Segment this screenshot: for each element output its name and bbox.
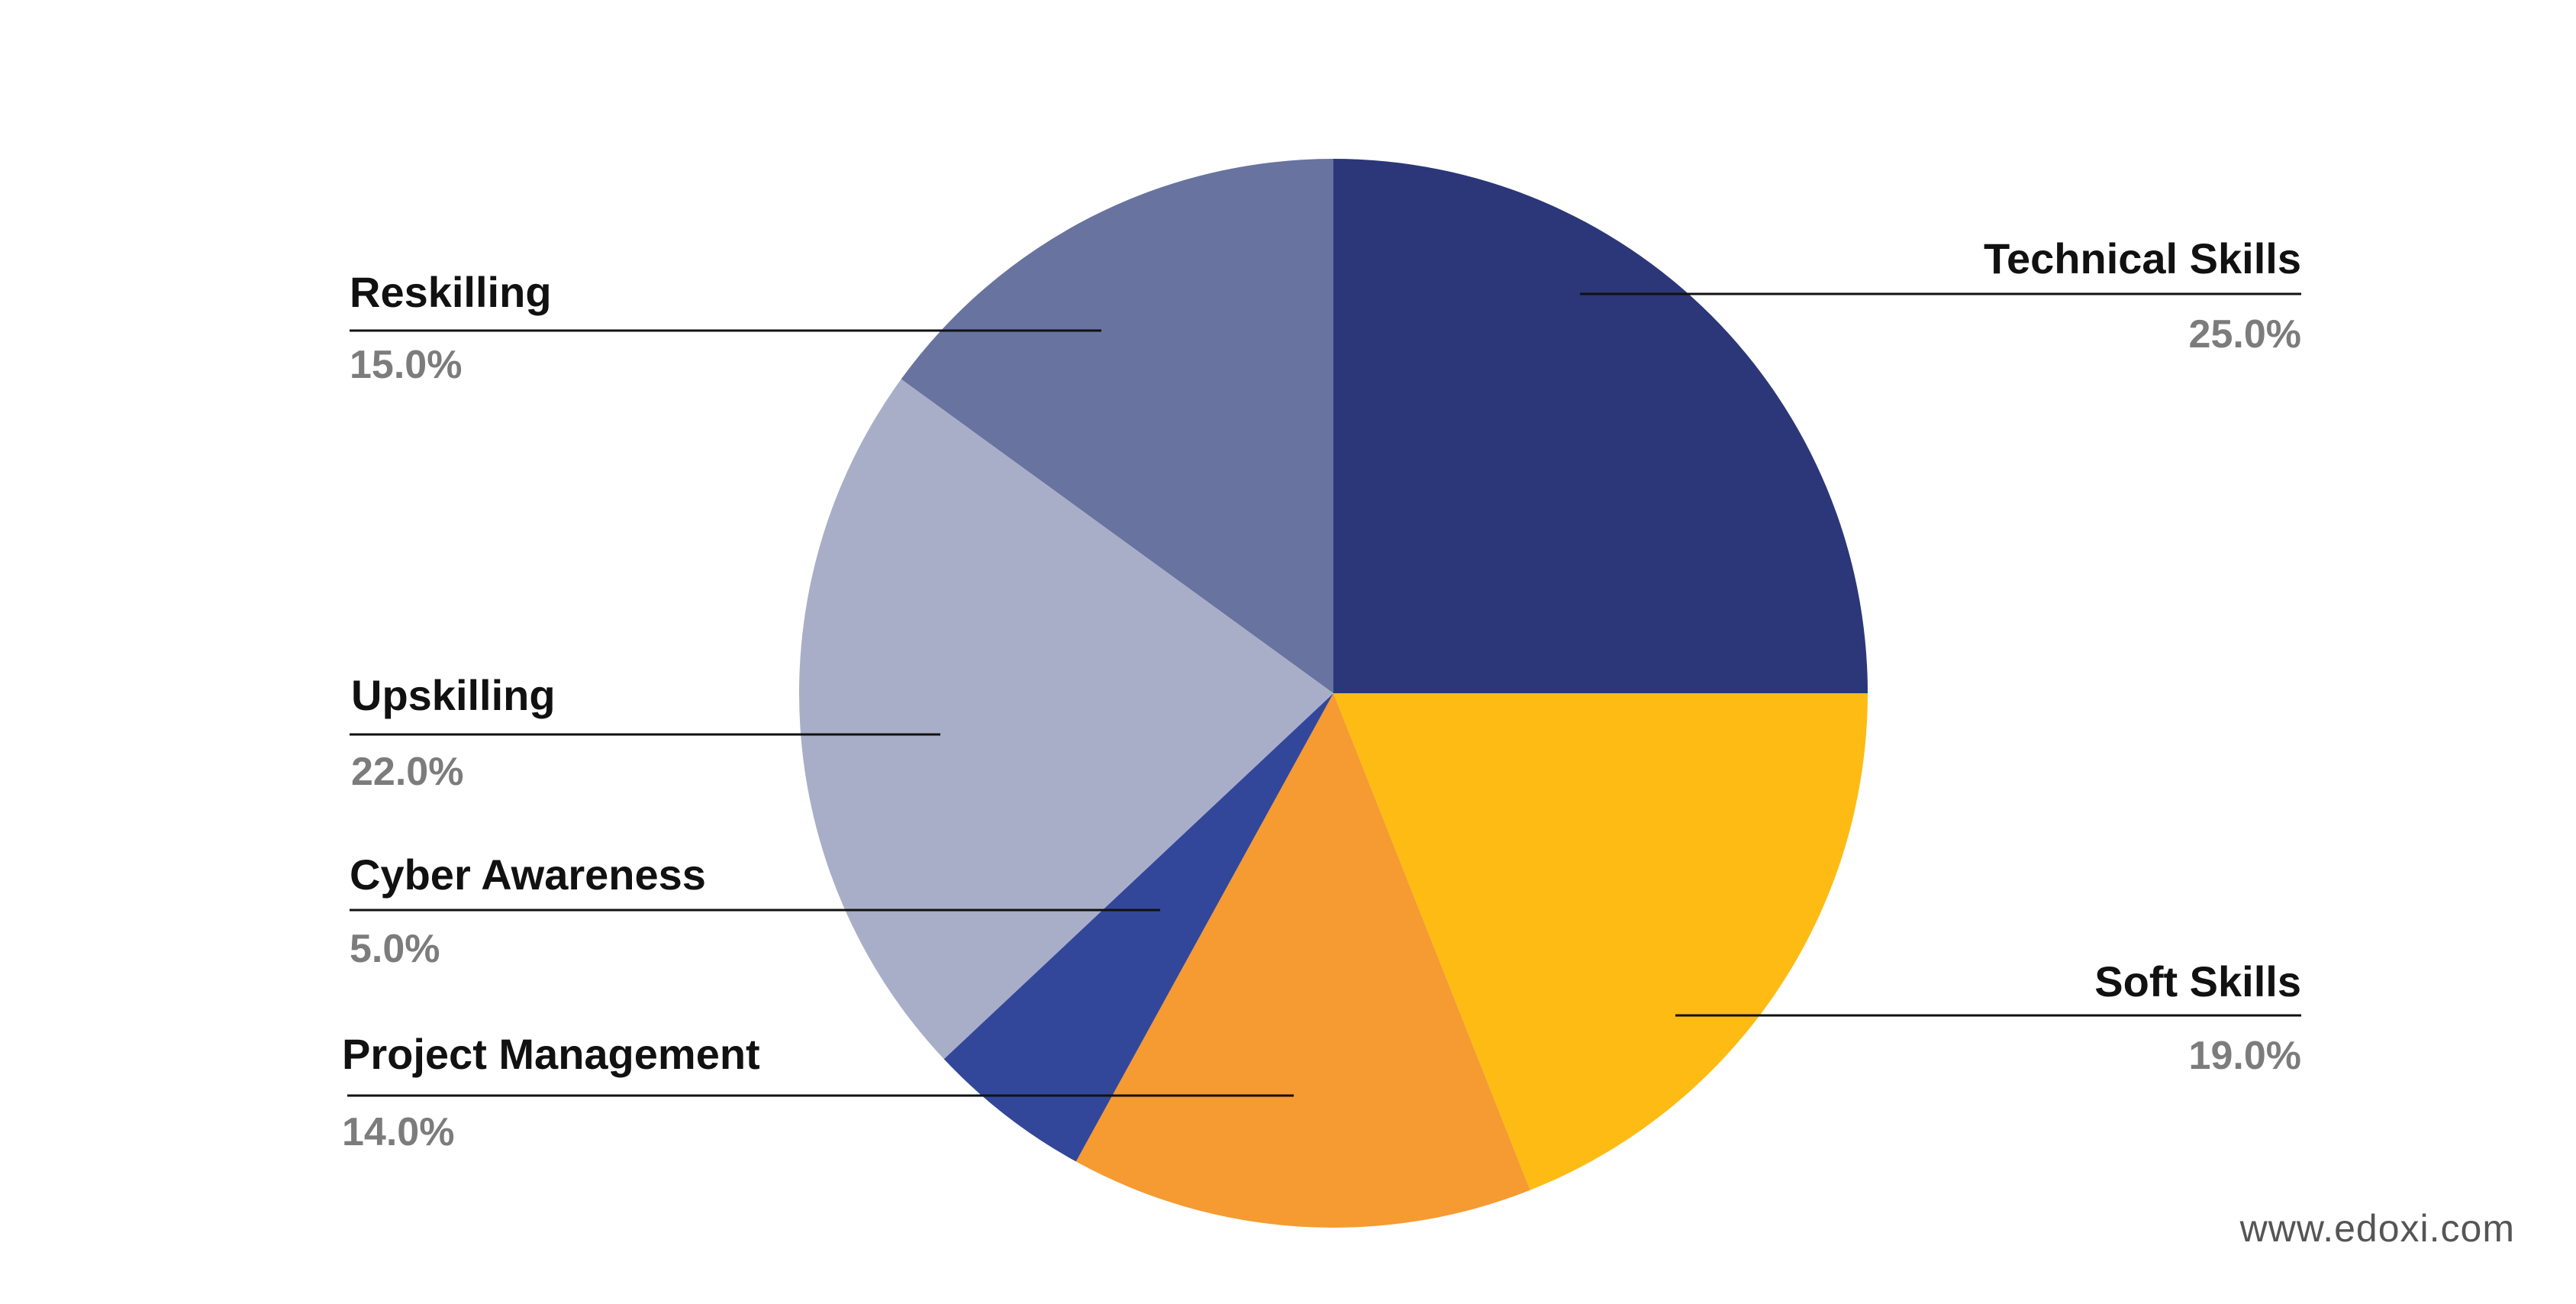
watermark-text: www.edoxi.com [2239,1207,2515,1250]
slice-value-technical-skills: 25.0% [2189,312,2301,357]
pie-slice-technical-skills [1333,159,1868,693]
slice-label-reskilling: Reskilling [350,268,552,316]
pie-slice-project-management [1075,693,1530,1228]
slice-value-cyber-awareness: 5.0% [350,927,440,971]
pie-slice-soft-skills [1333,693,1868,1190]
pie-slice-reskilling [901,159,1333,693]
slice-value-upskilling: 22.0% [351,750,463,794]
pie-slice-upskilling [799,379,1333,1060]
slice-label-technical-skills: Technical Skills [1984,234,2301,282]
slice-label-project-management: Project Management [342,1030,760,1078]
slice-value-project-management: 14.0% [342,1110,454,1154]
slice-value-soft-skills: 19.0% [2189,1034,2301,1078]
slice-label-cyber-awareness: Cyber Awareness [350,851,706,899]
slice-label-upskilling: Upskilling [351,671,556,719]
slice-value-reskilling: 15.0% [350,343,462,387]
pie-slice-cyber-awareness [943,693,1333,1162]
slice-label-soft-skills: Soft Skills [2094,957,2301,1005]
